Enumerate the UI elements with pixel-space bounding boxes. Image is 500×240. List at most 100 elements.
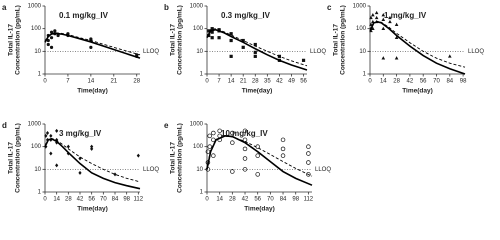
panel-title: 10 mg/kg_IV	[221, 129, 268, 138]
solid-line	[206, 28, 308, 71]
point	[113, 172, 117, 177]
x-tick-label: 42	[276, 79, 283, 85]
point	[280, 153, 286, 158]
point	[207, 29, 211, 33]
y-tick-label: 1000	[28, 4, 42, 10]
y-tick-label: 1	[38, 190, 42, 196]
solid-line	[206, 135, 313, 186]
point	[381, 13, 386, 17]
y-axis-title: Total IL-17	[170, 24, 177, 56]
x-tick-label: 7	[66, 79, 70, 85]
x-tick-label: 0	[368, 79, 372, 85]
y-tick-label: 10	[196, 167, 203, 173]
point	[78, 170, 82, 175]
x-tick-label: 98	[460, 79, 467, 85]
point	[136, 153, 140, 158]
dashed-line	[206, 135, 313, 177]
dashed-line	[206, 28, 308, 67]
x-tick-label: 7	[217, 79, 221, 85]
point	[89, 45, 93, 49]
point	[56, 33, 60, 38]
x-tick-label: 14	[228, 79, 235, 85]
point	[49, 36, 54, 40]
point	[381, 17, 386, 21]
panel-label: b	[164, 3, 169, 12]
x-tick-label: 98	[123, 197, 130, 203]
y-tick-label: 1	[200, 72, 204, 78]
point	[90, 144, 94, 149]
x-tick-label: 70	[100, 197, 107, 203]
point	[66, 144, 70, 149]
point	[371, 26, 375, 30]
y-axis-title: Total IL-17	[170, 142, 177, 174]
y-tick-label: 1	[38, 72, 42, 78]
y-tick-label: 100	[193, 26, 204, 32]
point	[229, 32, 233, 36]
lloq-label: LLOQ	[143, 49, 159, 55]
y-tick-label: 1000	[353, 4, 367, 10]
x-axis-title: Time(day)	[77, 206, 108, 213]
x-axis-title: Time(day)	[77, 88, 108, 95]
x-tick-label: 56	[88, 197, 95, 203]
point	[242, 128, 248, 134]
point	[242, 156, 248, 161]
y-axis-title: Total IL-17	[8, 24, 15, 56]
point	[306, 172, 311, 177]
point	[242, 146, 248, 152]
x-tick-label: 28	[252, 79, 259, 85]
point	[49, 133, 53, 138]
x-tick-label: 28	[229, 197, 236, 203]
x-tick-label: 0	[205, 197, 209, 203]
panel-title: 1 mg/kg_IV	[384, 11, 427, 20]
point	[207, 133, 212, 139]
point	[253, 50, 257, 54]
point	[230, 169, 235, 174]
point	[210, 30, 214, 34]
x-axis-title: Time(day)	[244, 206, 275, 213]
y-tick-label: 1	[200, 190, 204, 196]
point	[205, 149, 211, 154]
panel: d 3 mg/kg_IV Time(day) Total IL-17 Concentra…	[2, 121, 159, 213]
point	[280, 146, 286, 152]
x-tick-label: 42	[77, 197, 84, 203]
x-tick-label: 21	[110, 79, 117, 85]
x-tick-label: 21	[240, 79, 247, 85]
point	[448, 54, 452, 58]
point	[306, 151, 311, 156]
point	[394, 22, 399, 26]
lloq-label: LLOQ	[310, 49, 326, 55]
x-tick-label: 84	[280, 197, 287, 203]
solid-line	[44, 32, 141, 59]
y-axis-title: Concentration (pg/mL)	[340, 5, 347, 75]
y-axis-title: Concentration (pg/mL)	[177, 5, 184, 75]
panel-label: c	[327, 3, 332, 12]
x-tick-label: 28	[133, 79, 140, 85]
point	[253, 42, 257, 47]
x-tick-label: 70	[433, 79, 440, 85]
point	[381, 26, 386, 30]
point	[230, 130, 235, 136]
y-tick-label: 1000	[28, 122, 42, 128]
panel: a 0.1 mg/kg_IV Time(day) Total IL-17 Concent…	[2, 3, 159, 95]
point	[230, 140, 235, 145]
y-axis-title: Concentration (pg/mL)	[177, 123, 184, 193]
lloq-label: LLOQ	[143, 167, 159, 173]
y-axis-title: Total IL-17	[333, 24, 340, 56]
x-tick-label: 14	[216, 197, 223, 203]
x-tick-label: 56	[420, 79, 427, 85]
x-tick-label: 56	[254, 197, 261, 203]
x-tick-label: 56	[300, 79, 307, 85]
point	[210, 36, 214, 40]
point	[394, 35, 399, 39]
panel-label: d	[2, 121, 7, 130]
point	[55, 163, 59, 168]
point	[90, 146, 94, 151]
panel: e 10 mg/kg_IV Time(day) Total IL-17 Concentr…	[164, 121, 331, 213]
x-tick-label: 14	[53, 197, 60, 203]
point	[211, 130, 216, 136]
x-tick-label: 0	[43, 197, 47, 203]
y-tick-label: 10	[196, 49, 203, 55]
point	[217, 36, 221, 40]
y-tick-label: 100	[31, 144, 42, 150]
y-tick-label: 100	[356, 26, 367, 32]
